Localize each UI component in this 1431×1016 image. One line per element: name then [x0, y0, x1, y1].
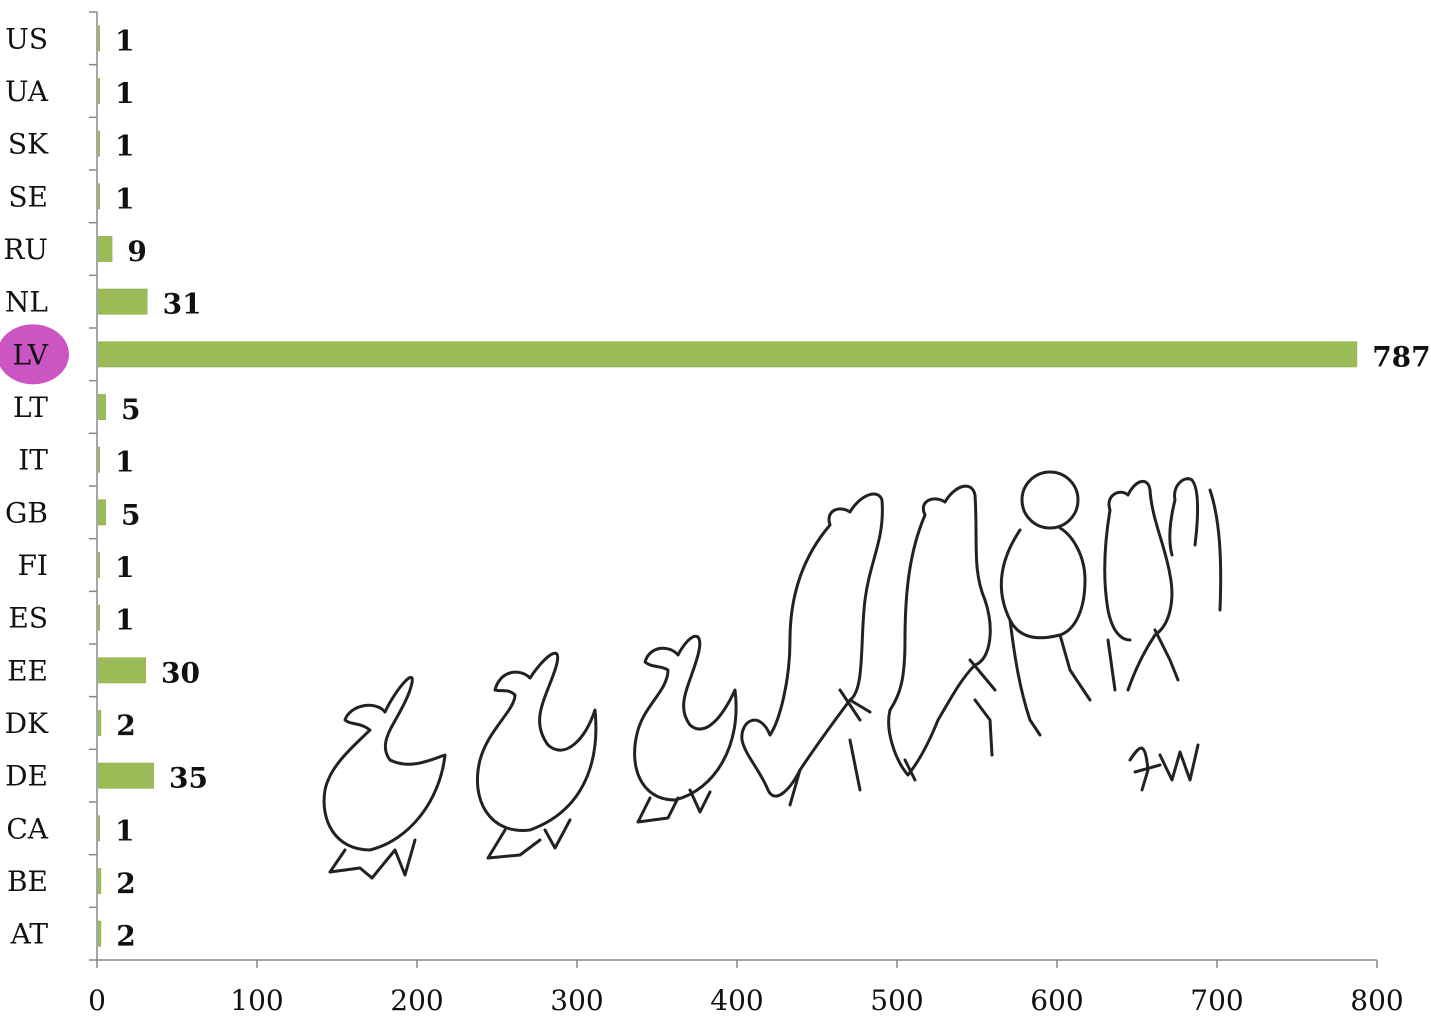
- data-label: 9: [127, 235, 146, 268]
- figure-4-drawing: [1103, 479, 1174, 692]
- bar-es: [98, 604, 100, 631]
- data-label: 1: [115, 182, 134, 215]
- category-label: IT: [18, 444, 48, 477]
- bar-dk: [98, 710, 102, 736]
- duck-2-drawing: [475, 651, 598, 832]
- duck-3-drawing: [633, 634, 738, 802]
- bar-de: [98, 762, 154, 789]
- bar-us: [98, 25, 100, 52]
- bar-se: [98, 183, 100, 210]
- bar-fi: [98, 552, 100, 578]
- bar-ca: [98, 815, 100, 842]
- category-label: DK: [5, 707, 49, 740]
- x-tick-label: 500: [870, 984, 923, 1016]
- x-tick-label: 200: [390, 984, 443, 1016]
- data-label: 31: [163, 288, 202, 321]
- category-label: CA: [6, 812, 48, 845]
- category-label: SE: [8, 180, 48, 213]
- x-tick-label: 100: [230, 984, 283, 1016]
- bar-ee: [98, 657, 146, 684]
- figure-1-drawing: [740, 492, 884, 798]
- category-label: US: [5, 22, 48, 55]
- data-label: 5: [121, 393, 140, 426]
- duck-3-feet: [636, 788, 712, 824]
- signature-mark: [1128, 743, 1200, 792]
- highlight-ellipse: [0, 324, 69, 385]
- data-label: 2: [116, 709, 135, 742]
- x-tick-label: 400: [710, 984, 763, 1016]
- chart-labels: US 1 UA 1 SK 1 SE 1 RU 9 NL 31 LV 787 LT 5 IT 1 GB 5 FI 1 ES 1 E…: [3, 22, 1430, 952]
- data-label: 30: [161, 656, 200, 689]
- data-label: 35: [169, 762, 208, 795]
- x-tick-label: 800: [1350, 984, 1403, 1016]
- duck-2-feet: [486, 818, 572, 860]
- bar-lt: [98, 394, 106, 420]
- x-tick-label: 0: [88, 984, 106, 1016]
- category-label: GB: [5, 496, 48, 529]
- data-label: 1: [115, 446, 134, 479]
- evolution-cartoon: [322, 470, 1223, 880]
- bar-gb: [98, 499, 106, 526]
- data-label: 1: [115, 24, 134, 57]
- x-tick-label: 600: [1030, 984, 1083, 1016]
- category-label: ES: [8, 602, 48, 635]
- bar-ru: [98, 236, 113, 262]
- bar-lv: [98, 341, 1358, 368]
- data-label: 1: [115, 604, 134, 637]
- category-label: FI: [18, 549, 49, 582]
- duck-1-feet: [328, 838, 417, 880]
- data-label: 1: [115, 130, 134, 163]
- figure-1-details: [788, 688, 872, 807]
- data-label: 1: [115, 551, 134, 584]
- figure-2-details: [903, 658, 997, 782]
- data-label: 2: [116, 867, 135, 900]
- x-tick-label: 700: [1190, 984, 1243, 1016]
- category-label: RU: [3, 233, 48, 266]
- figure-2-drawing: [887, 484, 992, 777]
- category-label: DE: [5, 760, 48, 793]
- data-label: 2: [116, 920, 135, 953]
- category-label: LV: [13, 338, 49, 371]
- category-label: AT: [10, 918, 49, 951]
- category-label: BE: [7, 865, 48, 898]
- category-label: EE: [7, 654, 48, 687]
- data-label: 787: [1372, 340, 1430, 373]
- x-tick-label: 300: [550, 984, 603, 1016]
- bar-at: [98, 920, 102, 947]
- figure-3-body: [999, 526, 1092, 737]
- chart-bars: [98, 25, 1358, 947]
- bar-ua: [98, 78, 100, 104]
- category-label: SK: [8, 128, 49, 161]
- data-label: 1: [115, 814, 134, 847]
- data-label: 1: [115, 77, 134, 110]
- bar-it: [98, 446, 100, 473]
- duck-1-drawing: [322, 675, 447, 852]
- category-label: LT: [13, 391, 48, 424]
- category-label: UA: [5, 75, 49, 108]
- figure-5-drawing: [1168, 477, 1223, 612]
- bar-nl: [98, 288, 148, 315]
- data-label: 5: [121, 498, 140, 531]
- category-label: NL: [5, 286, 48, 319]
- bar-be: [98, 868, 102, 894]
- bar-sk: [98, 130, 100, 157]
- figure-3-head: [1020, 470, 1080, 530]
- chart-axes: 0 100 200 300 400 500 600 700 800: [88, 11, 1404, 1016]
- figure-4-details: [1106, 628, 1180, 692]
